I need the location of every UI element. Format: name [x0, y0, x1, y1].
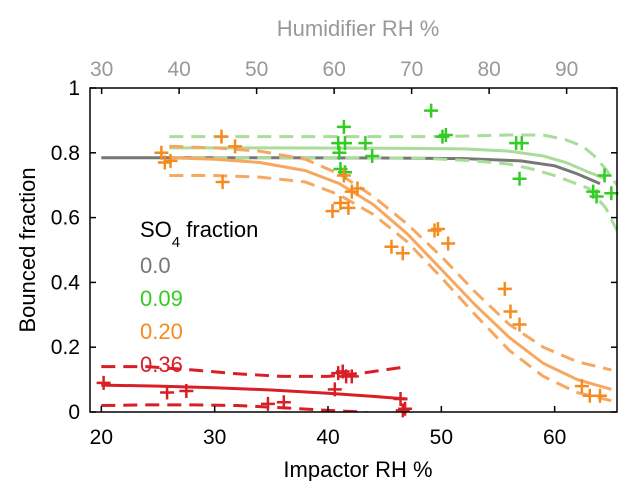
data-point-2-19 [512, 317, 527, 332]
plot-area [96, 103, 619, 418]
data-point-3-11 [395, 403, 410, 418]
data-point-2-5 [215, 174, 230, 189]
x-tick-label-0: 20 [90, 426, 113, 449]
fit-line-1 [169, 146, 607, 181]
data-point-1-16 [597, 168, 612, 183]
legend-entry-3: 0.36 [140, 352, 183, 377]
legend: SO4 fraction 0.0 0.09 0.20 0.36 [140, 217, 258, 377]
data-point-2-0 [154, 145, 169, 160]
data-point-3-3 [260, 396, 275, 411]
x-tick-label-2: 40 [316, 426, 339, 449]
top-x-tick-label-6: 90 [555, 58, 578, 81]
y-tick-label-3: 0.6 [51, 207, 80, 230]
data-point-2-8 [336, 168, 351, 183]
data-point-1-3 [336, 119, 351, 134]
ci-upper-2 [169, 144, 612, 372]
data-point-2-16 [441, 236, 456, 251]
x-axis-title: Impactor RH % [283, 457, 432, 481]
data-point-2-13 [395, 246, 410, 261]
data-point-2-2 [163, 153, 178, 168]
top-x-tick-label-1: 40 [167, 58, 190, 81]
data-point-2-20 [574, 379, 589, 394]
data-point-3-0 [96, 375, 111, 390]
data-point-1-10 [438, 127, 453, 142]
data-point-2-14 [427, 223, 442, 238]
top-x-tick-label-4: 70 [400, 58, 423, 81]
data-point-1-6 [358, 136, 373, 151]
data-point-2-12 [384, 239, 399, 254]
data-point-3-5 [327, 382, 342, 397]
data-point-1-7 [365, 149, 380, 164]
top-x-tick-label-0: 30 [90, 58, 113, 81]
top-x-tick-label-5: 80 [477, 58, 500, 81]
data-point-2-22 [593, 388, 607, 403]
data-point-3-4 [276, 395, 291, 410]
x-tick-label-4: 60 [543, 426, 566, 449]
x-tick-label-1: 30 [203, 426, 226, 449]
ci-upper-1 [169, 133, 617, 187]
data-point-3-12 [398, 401, 413, 416]
data-point-3-10 [393, 392, 408, 407]
data-point-1-15 [589, 189, 604, 204]
ci-upper-3 [101, 365, 408, 378]
data-point-2-3 [214, 129, 229, 144]
y-tick-label-2: 0.4 [51, 271, 81, 294]
data-point-3-1 [160, 385, 175, 400]
top-x-axis-title: Humidifier RH % [277, 16, 440, 41]
top-x-tick-label-3: 60 [322, 58, 345, 81]
x-tick-label-3: 50 [430, 426, 453, 449]
y-tick-label-4: 0.8 [51, 142, 80, 165]
legend-title: SO4 fraction [140, 217, 258, 251]
legend-entry-1: 0.09 [140, 286, 183, 311]
data-point-2-7 [333, 196, 348, 211]
fit-line-3 [101, 383, 408, 401]
legend-entry-2: 0.20 [140, 319, 183, 344]
y-tick-label-5: 1 [68, 77, 80, 100]
data-point-3-9 [344, 369, 359, 384]
plot-frame [89, 87, 618, 413]
data-point-1-17 [604, 186, 619, 201]
data-point-1-13 [512, 171, 527, 186]
ci-lower-2 [169, 174, 612, 403]
data-point-2-6 [325, 204, 340, 219]
data-point-2-17 [497, 281, 512, 296]
data-point-2-9 [341, 200, 356, 215]
y-tick-label-1: 0.2 [51, 336, 80, 359]
y-axis-title: Bounced fraction [15, 167, 40, 332]
data-point-2-15 [430, 221, 445, 236]
ci-lower-1 [169, 156, 617, 232]
data-point-1-12 [514, 136, 529, 151]
data-point-2-11 [350, 181, 365, 196]
y-tick-label-0: 0 [68, 401, 80, 424]
legend-title-rest: fraction [180, 217, 258, 242]
data-point-1-1 [332, 145, 347, 160]
data-point-1-8 [424, 103, 439, 118]
legend-title-main: SO [140, 217, 172, 242]
data-point-1-4 [338, 136, 352, 151]
data-point-1-9 [435, 129, 450, 144]
axes: 20 30 40 50 60 0 0.2 0.4 0.6 0.8 1 30 40 50 60 70 80 90 [51, 58, 618, 449]
legend-title-subscript: 4 [172, 234, 180, 251]
data-point-2-18 [503, 304, 518, 319]
top-x-tick-label-2: 50 [245, 58, 268, 81]
data-point-3-2 [179, 383, 194, 398]
data-point-2-4 [228, 139, 243, 154]
legend-entry-0: 0.0 [140, 253, 171, 278]
fit-line-2 [169, 156, 612, 391]
